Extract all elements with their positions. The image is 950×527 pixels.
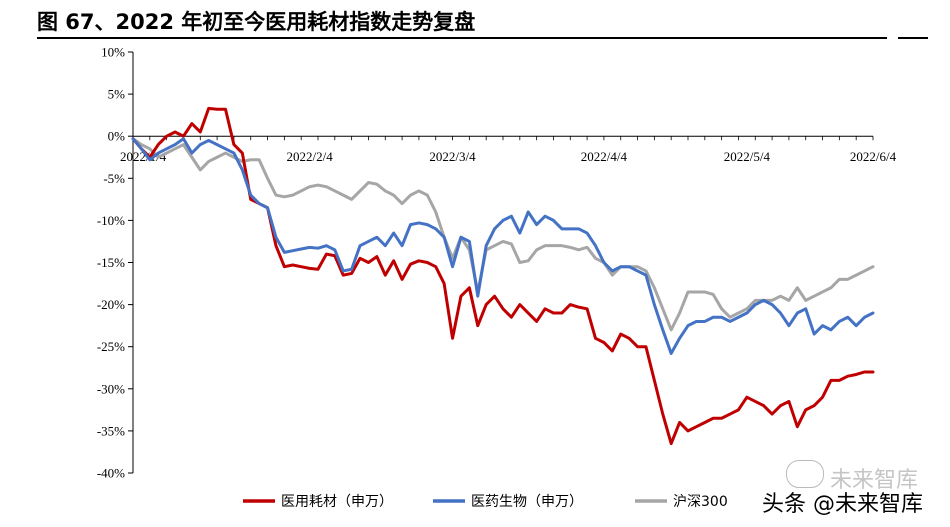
- chart-title: 图 67、2022 年初至今医用耗材指数走势复盘: [37, 10, 476, 34]
- series-line-1: [131, 137, 875, 355]
- watermark-logo: [786, 460, 824, 488]
- y-tick-label: 0%: [108, 129, 126, 144]
- series-line-2: [131, 137, 875, 332]
- watermark-text: 头条 @未来智库: [762, 492, 923, 517]
- title-underline-tail: [898, 37, 928, 39]
- legend-label-1: 医药生物（申万）: [471, 494, 583, 510]
- y-tick-label: -40%: [97, 466, 125, 481]
- x-tick-label: 2022/5/4: [724, 149, 771, 164]
- x-tick-label: 2022/2/4: [286, 149, 333, 164]
- y-tick-label: -25%: [97, 339, 125, 354]
- title-underline: [37, 37, 887, 39]
- legend-label-2: 沪深300: [673, 494, 728, 510]
- y-tick-label: -15%: [97, 255, 125, 270]
- x-tick-label: 2022/4/4: [581, 149, 628, 164]
- y-tick-label: 5%: [108, 87, 126, 102]
- y-tick-label: -10%: [97, 213, 125, 228]
- y-tick-label: 10%: [101, 45, 125, 60]
- y-tick-label: -5%: [103, 171, 125, 186]
- x-tick-label: 2022/3/4: [429, 149, 476, 164]
- x-tick-label: 2022/6/4: [850, 149, 897, 164]
- y-tick-label: -35%: [97, 423, 125, 438]
- y-tick-label: -30%: [97, 381, 125, 396]
- watermark-name: 未来智库: [830, 468, 919, 493]
- y-tick-label: -20%: [97, 297, 125, 312]
- legend-label-0: 医用耗材（申万）: [281, 494, 393, 510]
